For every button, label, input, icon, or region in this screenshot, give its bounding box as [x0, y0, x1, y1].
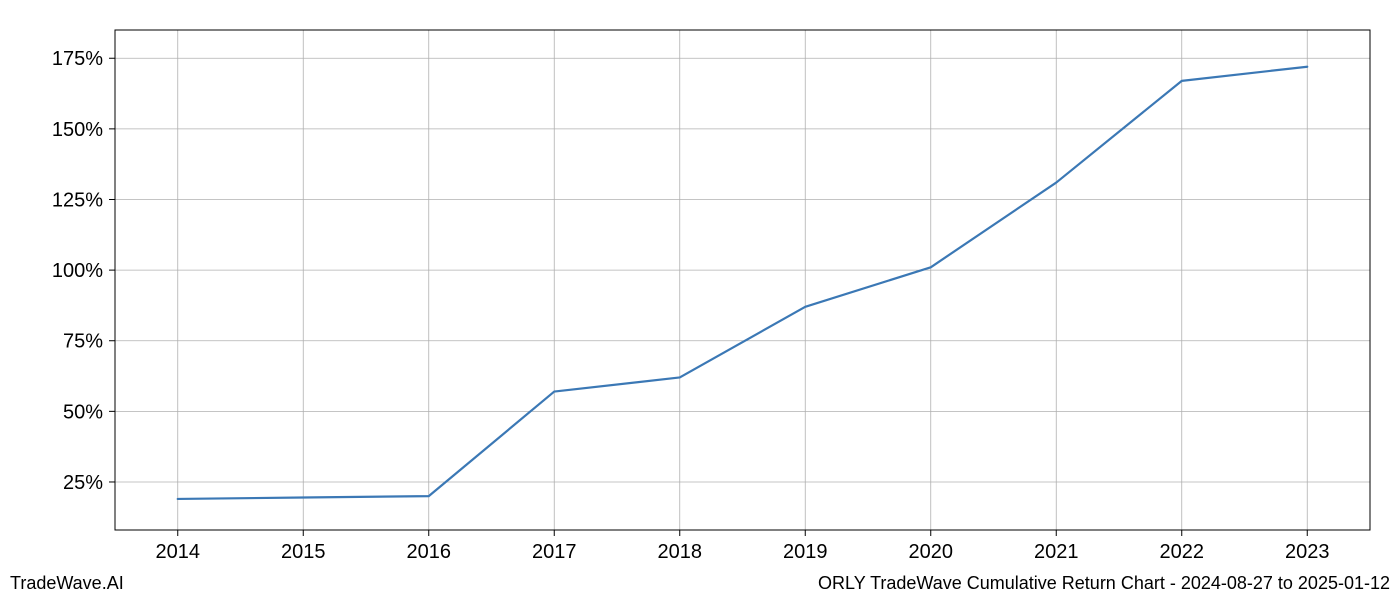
- x-tick-label: 2014: [156, 541, 201, 563]
- y-tick-label: 75%: [63, 331, 103, 353]
- chart-container: 2014 2015 2016 2017 2018 2019 2020 2021 2022 2023…: [0, 0, 1400, 600]
- y-tick-label: 100%: [52, 260, 103, 282]
- y-tick-label: 25%: [63, 472, 103, 494]
- footer-right-text: ORLY TradeWave Cumulative Return Chart -…: [818, 573, 1390, 594]
- line-chart: 2014 2015 2016 2017 2018 2019 2020 2021 2022 2023…: [0, 0, 1400, 600]
- y-tick-label: 150%: [52, 119, 103, 141]
- x-tick-label: 2022: [1160, 541, 1205, 563]
- y-tick-label: 125%: [52, 189, 103, 211]
- x-tick-label: 2016: [407, 541, 452, 563]
- y-tick-label: 50%: [63, 401, 103, 423]
- chart-footer: TradeWave.AI ORLY TradeWave Cumulative R…: [0, 570, 1400, 600]
- x-tick-label: 2020: [909, 541, 954, 563]
- footer-left-text: TradeWave.AI: [10, 573, 124, 594]
- y-tick-label: 175%: [52, 48, 103, 70]
- x-tick-label: 2021: [1034, 541, 1079, 563]
- x-tick-label: 2019: [783, 541, 828, 563]
- x-tick-label: 2023: [1285, 541, 1330, 563]
- x-tick-label: 2017: [532, 541, 577, 563]
- x-tick-label: 2015: [281, 541, 326, 563]
- x-tick-label: 2018: [658, 541, 703, 563]
